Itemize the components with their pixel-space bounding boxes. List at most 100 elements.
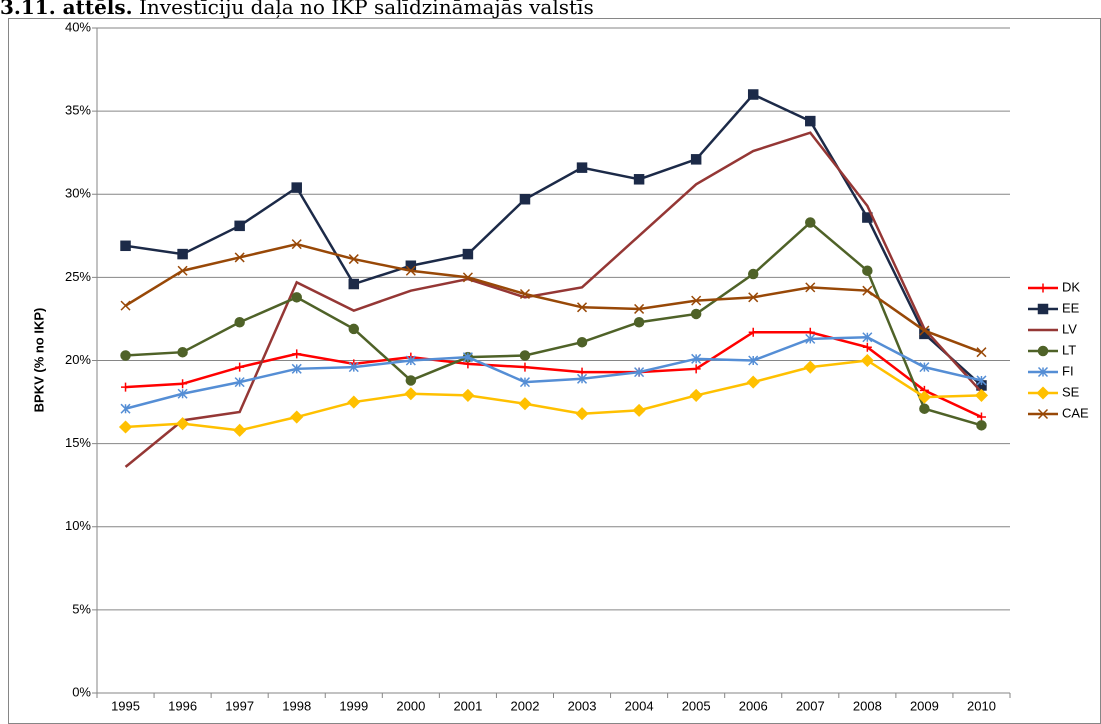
marker bbox=[233, 423, 247, 437]
y-tick-label: 15% bbox=[65, 435, 91, 450]
x-tick-label: 2006 bbox=[739, 698, 768, 713]
marker bbox=[462, 248, 474, 260]
marker bbox=[691, 295, 702, 306]
legend-label: FI bbox=[1062, 363, 1074, 378]
y-tick-label: 35% bbox=[65, 103, 91, 118]
marker bbox=[462, 352, 473, 363]
marker bbox=[974, 388, 989, 402]
marker bbox=[805, 217, 816, 228]
series-line bbox=[124, 131, 983, 468]
x-tick-label: 2000 bbox=[396, 698, 425, 713]
marker bbox=[976, 375, 987, 386]
legend-marker bbox=[1037, 408, 1049, 420]
marker bbox=[177, 248, 188, 260]
marker bbox=[176, 417, 190, 431]
series-line bbox=[125, 359, 982, 432]
legend-marker bbox=[1037, 345, 1049, 357]
marker bbox=[519, 377, 530, 388]
series-line bbox=[125, 330, 982, 419]
marker bbox=[632, 403, 646, 417]
marker bbox=[519, 288, 530, 300]
marker bbox=[860, 353, 874, 368]
marker bbox=[917, 390, 931, 404]
legend-label: DK bbox=[1062, 279, 1080, 294]
chart-title: 3.11. attēls. Investīciju daļa no IKP sa… bbox=[0, 0, 594, 19]
legend-label: LV bbox=[1062, 321, 1077, 336]
marker bbox=[919, 362, 930, 373]
marker bbox=[919, 403, 930, 414]
marker bbox=[405, 355, 416, 366]
marker bbox=[862, 285, 873, 296]
marker bbox=[747, 89, 759, 100]
marker bbox=[290, 410, 304, 424]
marker bbox=[576, 336, 588, 348]
marker bbox=[120, 300, 131, 311]
marker bbox=[862, 342, 872, 352]
y-tick-label: 20% bbox=[65, 352, 91, 367]
marker bbox=[690, 154, 702, 165]
marker bbox=[862, 332, 873, 343]
marker bbox=[746, 375, 760, 389]
x-tick-label: 2009 bbox=[910, 698, 939, 713]
y-tick-label: 5% bbox=[72, 601, 91, 616]
legend-label: SE bbox=[1062, 384, 1080, 399]
y-tick-label: 10% bbox=[65, 518, 91, 533]
x-tick-label: 1996 bbox=[168, 698, 197, 713]
x-tick-label: 2005 bbox=[682, 698, 711, 713]
legend-label: LT bbox=[1062, 342, 1076, 357]
marker bbox=[291, 363, 302, 374]
y-tick-label: 30% bbox=[65, 186, 91, 201]
legend-marker bbox=[1036, 386, 1050, 400]
marker bbox=[235, 362, 245, 372]
title-text: Investīciju daļa no IKP salīdzināmajās v… bbox=[139, 0, 594, 19]
marker bbox=[291, 182, 302, 193]
marker bbox=[178, 379, 188, 389]
legend-marker bbox=[1037, 303, 1049, 315]
marker bbox=[120, 350, 131, 361]
marker bbox=[519, 350, 531, 361]
x-tick-label: 2003 bbox=[568, 698, 597, 713]
x-tick-label: 1998 bbox=[282, 698, 311, 713]
marker bbox=[919, 325, 930, 336]
marker bbox=[518, 397, 532, 411]
marker bbox=[803, 360, 817, 374]
marker bbox=[405, 265, 416, 276]
marker bbox=[577, 302, 588, 313]
marker bbox=[234, 252, 245, 263]
x-tick-label: 1999 bbox=[339, 698, 368, 713]
x-tick-label: 2010 bbox=[967, 698, 996, 713]
marker bbox=[577, 373, 588, 384]
x-tick-label: 2002 bbox=[511, 698, 540, 713]
marker bbox=[576, 162, 588, 173]
y-tick-label: 0% bbox=[72, 684, 91, 699]
series-line bbox=[125, 335, 982, 410]
marker bbox=[348, 278, 360, 290]
marker bbox=[404, 387, 418, 401]
marker bbox=[976, 412, 986, 422]
marker bbox=[747, 268, 759, 280]
x-tick-label: 2004 bbox=[625, 698, 654, 713]
marker bbox=[689, 388, 703, 402]
marker bbox=[748, 355, 759, 366]
marker bbox=[177, 265, 188, 276]
chart-border bbox=[8, 18, 1101, 724]
marker bbox=[120, 403, 131, 414]
y-tick-label: 25% bbox=[65, 269, 91, 284]
x-tick-label: 2007 bbox=[796, 698, 825, 713]
marker bbox=[805, 333, 816, 344]
x-tick-label: 2001 bbox=[453, 698, 482, 713]
legend-label: EE bbox=[1062, 300, 1080, 315]
x-tick-label: 2008 bbox=[853, 698, 882, 713]
marker bbox=[634, 367, 645, 378]
title-number: 3.11. attēls. bbox=[0, 0, 133, 19]
marker bbox=[520, 362, 530, 372]
series-line bbox=[124, 242, 982, 354]
marker bbox=[348, 362, 359, 373]
y-tick-label: 40% bbox=[65, 19, 91, 34]
marker bbox=[805, 282, 816, 293]
marker bbox=[291, 292, 302, 303]
marker bbox=[121, 382, 131, 392]
marker bbox=[519, 193, 531, 205]
marker bbox=[748, 327, 758, 337]
